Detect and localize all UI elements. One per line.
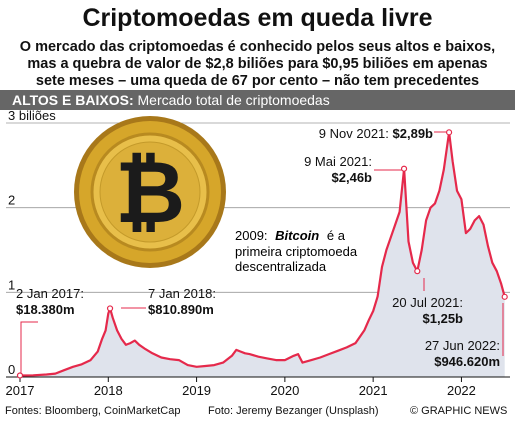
page-title: Criptomoedas em queda livre: [82, 4, 433, 32]
annotation-value: $2,46b: [332, 170, 373, 185]
caption-name: Bitcoin: [275, 228, 319, 243]
annotation-date: 7 Jan 2018:: [148, 286, 216, 301]
caption-year: 2009:: [235, 228, 268, 243]
annotation-point: [106, 305, 114, 312]
annotation-point: [414, 268, 421, 275]
annotation-date: 9 Nov 2021:: [319, 126, 393, 141]
caption-line-2: primeira criptomoeda: [235, 244, 358, 259]
annotation-label: 9 Nov 2021: $2,89b: [319, 126, 433, 141]
caption-rest: é a: [327, 228, 346, 243]
footer-credit: © GRAPHIC NEWS: [410, 405, 508, 417]
annotation-value: $2,89b: [393, 126, 434, 141]
annotation-leader: [20, 321, 38, 374]
subtitle-line-3: sete meses – uma queda de 67 por cento –…: [35, 73, 480, 89]
chart-banner: ALTOS E BAIXOS: Mercado total de criptom…: [0, 90, 515, 110]
annotation-label: 7 Jan 2018: $810.890m: [148, 286, 216, 317]
annotation-date: 2 Jan 2017:: [16, 286, 84, 301]
caption-line-3: descentralizada: [235, 259, 327, 274]
subtitle-line-1: O mercado das criptomoedas é conhecido p…: [19, 39, 496, 55]
annotation-value: $810.890m: [148, 302, 214, 317]
svg-text:2009: Bitcoin é a: 2009: Bitcoin é a: [235, 228, 346, 243]
banner-text: Mercado total de criptomoedas: [137, 92, 330, 108]
x-tick-label: 2018: [94, 383, 123, 398]
x-tick-label: 2019: [182, 383, 211, 398]
annotation-date: 20 Jul 2021:: [392, 295, 463, 310]
market-area: [20, 132, 505, 377]
footer-sources: Fontes: Bloomberg, CoinMarketCap: [5, 405, 181, 417]
bitcoin-coin-icon: ₿: [74, 116, 226, 268]
x-tick-label: 2021: [359, 383, 388, 398]
annotation-label: 27 Jun 2022: $946.620m: [425, 338, 500, 369]
bitcoin-caption: 2009: Bitcoin é a primeira criptomoeda d…: [230, 225, 358, 277]
annotation-point: [16, 372, 24, 379]
subtitle: O mercado das criptomoedas é conhecido p…: [4, 39, 511, 90]
y-tick-label: 0: [8, 362, 15, 377]
annotation-date: 9 Mai 2021:: [304, 154, 372, 169]
banner-bold: ALTOS E BAIXOS:: [12, 92, 134, 108]
annotation-label: 9 Mai 2021: $2,46b: [304, 154, 372, 185]
market-cap-chart: 0 1 2 3 biliões ₿ 2009: Bitcoin é a primeir…: [6, 110, 510, 398]
subtitle-line-2: mas a quebra de valor de $2,8 biliões pa…: [27, 56, 488, 72]
svg-text:₿: ₿: [115, 145, 185, 241]
x-tick-label: 2022: [447, 383, 476, 398]
y-tick-label: 1: [8, 277, 15, 292]
annotation-label: 20 Jul 2021: $1,25b: [392, 295, 463, 326]
annotation-date: 27 Jun 2022:: [425, 338, 500, 353]
annotation-value: $946.620m: [434, 354, 500, 369]
y-tick-label: 3 biliões: [8, 110, 56, 123]
annotation-value: $1,25b: [423, 311, 464, 326]
x-tick-label: 2017: [6, 383, 35, 398]
annotation-value: $18.380m: [16, 302, 75, 317]
y-tick-label: 2: [8, 193, 15, 208]
market-line: [19, 131, 506, 377]
x-tick-label: 2020: [270, 383, 299, 398]
annotation-point: [400, 165, 408, 172]
footer-photo: Foto: Jeremy Bezanger (Unsplash): [208, 405, 379, 417]
annotation-label: 2 Jan 2017: $18.380m: [16, 286, 84, 317]
annotation-point: [445, 129, 453, 136]
annotation-point: [501, 293, 508, 300]
